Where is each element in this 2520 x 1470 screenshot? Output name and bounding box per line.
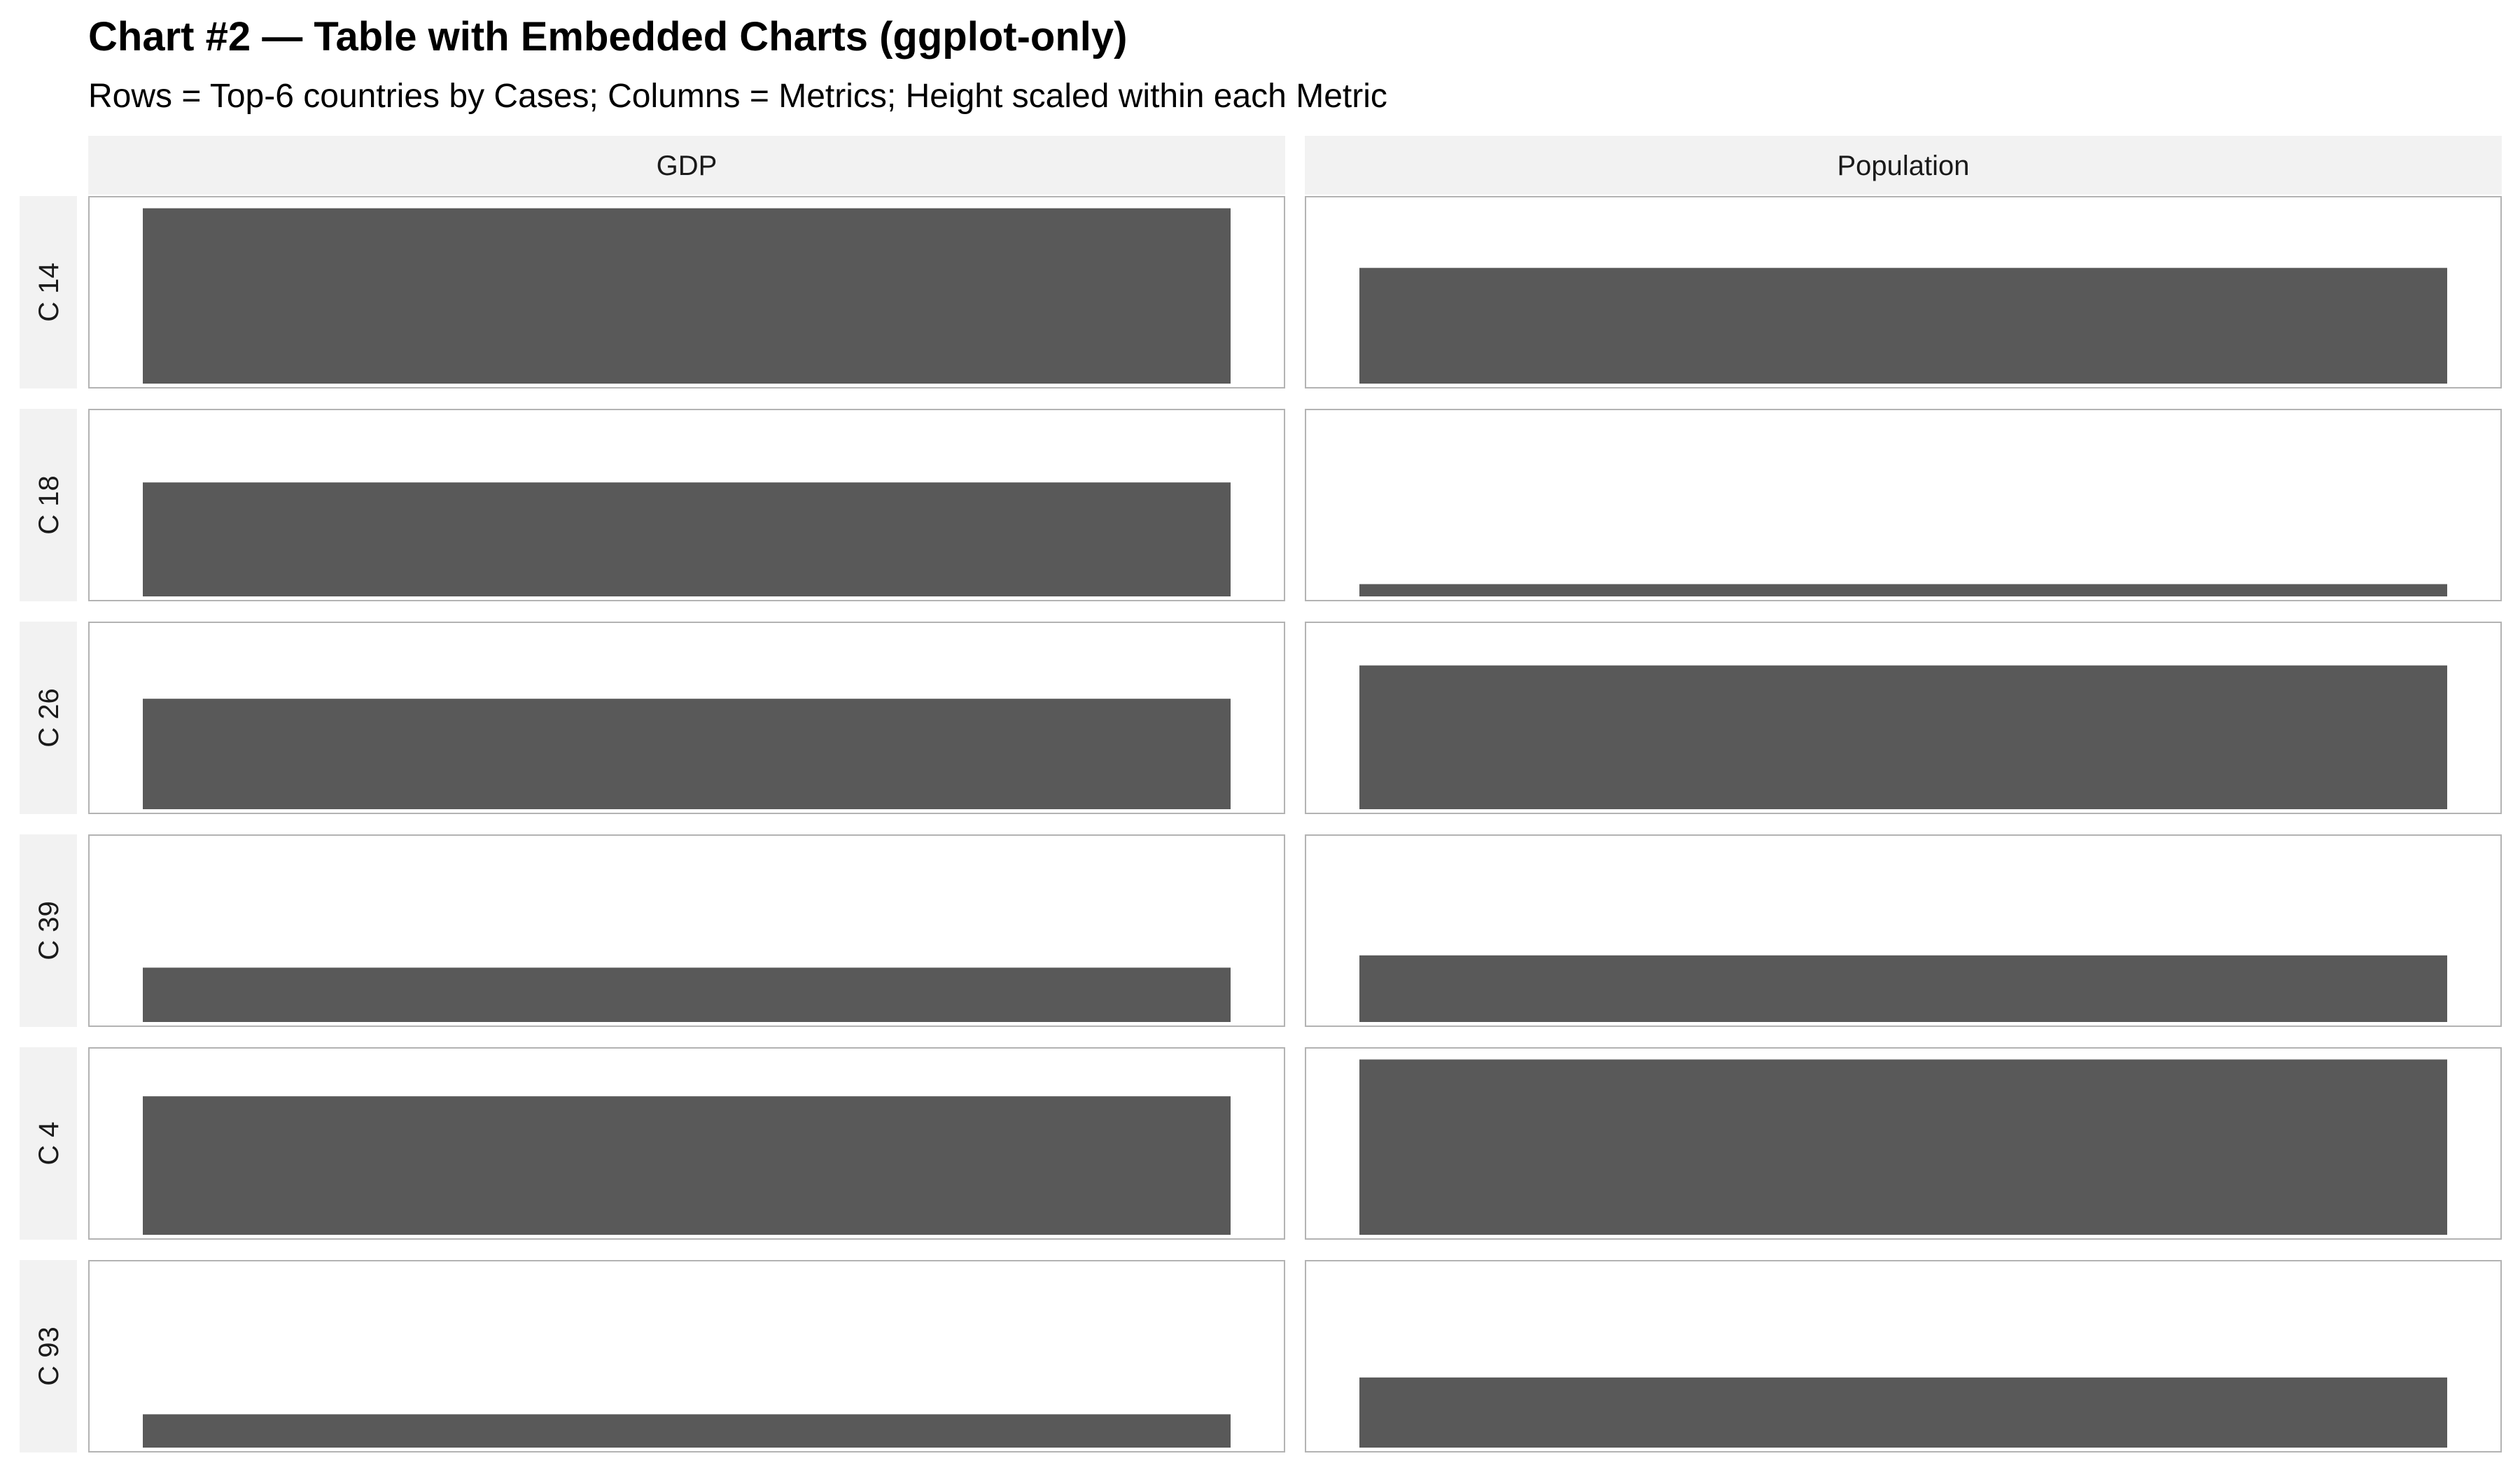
column-strip-population <box>1305 136 2502 195</box>
row-strip-c-26 <box>20 622 77 814</box>
row-strip-c-4 <box>20 1047 77 1240</box>
row-strip-label-c-4: C 4 <box>34 1121 64 1165</box>
bar-c-4-gdp <box>143 1096 1231 1235</box>
column-strip-gdp <box>88 136 1285 195</box>
panel-c-18-population <box>1305 409 2502 601</box>
chart-subtitle: Rows = Top-6 countries by Cases; Columns… <box>88 78 1387 115</box>
bar-c-26-population <box>1359 665 2447 809</box>
row-strip-label-c-14: C 14 <box>34 262 64 322</box>
row-strip-c-93 <box>20 1260 77 1452</box>
row-strip-label-c-93: C 93 <box>34 1326 64 1386</box>
bar-c-4-population <box>1359 1059 2447 1235</box>
bar-c-18-population <box>1359 584 2447 596</box>
bar-c-14-population <box>1359 267 2447 384</box>
bar-c-93-gdp <box>143 1414 1231 1448</box>
bar-c-14-gdp <box>143 208 1231 384</box>
row-strip-c-14 <box>20 196 77 388</box>
bar-c-18-gdp <box>143 482 1231 596</box>
bar-c-93-population <box>1359 1377 2447 1448</box>
bar-c-39-population <box>1359 955 2447 1022</box>
row-strip-c-18 <box>20 409 77 601</box>
row-strip-label-c-18: C 18 <box>34 475 64 535</box>
row-strip-c-39 <box>20 834 77 1027</box>
chart-title: Chart #2 — Table with Embedded Charts (g… <box>88 14 1128 59</box>
column-strip-label-population: Population <box>1837 150 1969 181</box>
column-strip-label-gdp: GDP <box>657 150 718 181</box>
row-strip-label-c-26: C 26 <box>34 688 64 748</box>
bar-c-26-gdp <box>143 699 1231 809</box>
row-strip-label-c-39: C 39 <box>34 901 64 960</box>
bar-c-39-gdp <box>143 967 1231 1022</box>
